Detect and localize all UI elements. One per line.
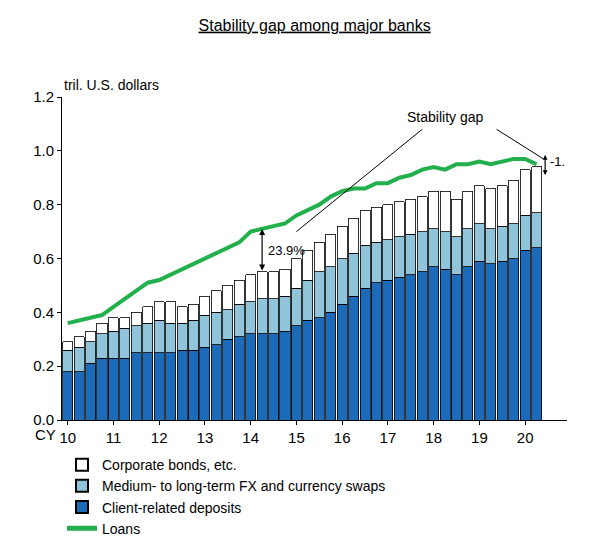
svg-text:23.9%: 23.9% [268, 243, 305, 258]
svg-text:Client-related deposits: Client-related deposits [102, 500, 241, 516]
svg-text:16: 16 [334, 429, 351, 446]
svg-text:0.0: 0.0 [33, 411, 54, 428]
svg-text:0.2: 0.2 [33, 357, 54, 374]
svg-text:18: 18 [425, 429, 442, 446]
svg-text:12: 12 [151, 429, 168, 446]
svg-text:tril. U.S. dollars: tril. U.S. dollars [64, 77, 159, 93]
svg-text:14: 14 [242, 429, 259, 446]
svg-text:1.0: 1.0 [33, 142, 54, 159]
svg-text:15: 15 [288, 429, 305, 446]
svg-text:-1.: -1. [550, 154, 565, 169]
svg-text:0.8: 0.8 [33, 196, 54, 213]
svg-text:20: 20 [517, 429, 534, 446]
svg-text:CY: CY [35, 426, 56, 443]
svg-text:11: 11 [106, 429, 122, 446]
svg-text:Stability gap: Stability gap [407, 109, 483, 125]
svg-text:Loans: Loans [102, 521, 140, 537]
svg-text:Corporate bonds, etc.: Corporate bonds, etc. [102, 457, 237, 473]
svg-text:17: 17 [380, 429, 397, 446]
svg-text:10: 10 [59, 429, 76, 446]
svg-text:0.4: 0.4 [33, 304, 54, 321]
svg-text:Stability gap among major bank: Stability gap among major banks [199, 17, 431, 34]
svg-text:13: 13 [197, 429, 214, 446]
svg-text:1.2: 1.2 [33, 88, 54, 105]
svg-text:19: 19 [471, 429, 488, 446]
svg-text:Medium- to long-term FX and cu: Medium- to long-term FX and currency swa… [102, 478, 385, 494]
svg-text:0.6: 0.6 [33, 250, 54, 267]
